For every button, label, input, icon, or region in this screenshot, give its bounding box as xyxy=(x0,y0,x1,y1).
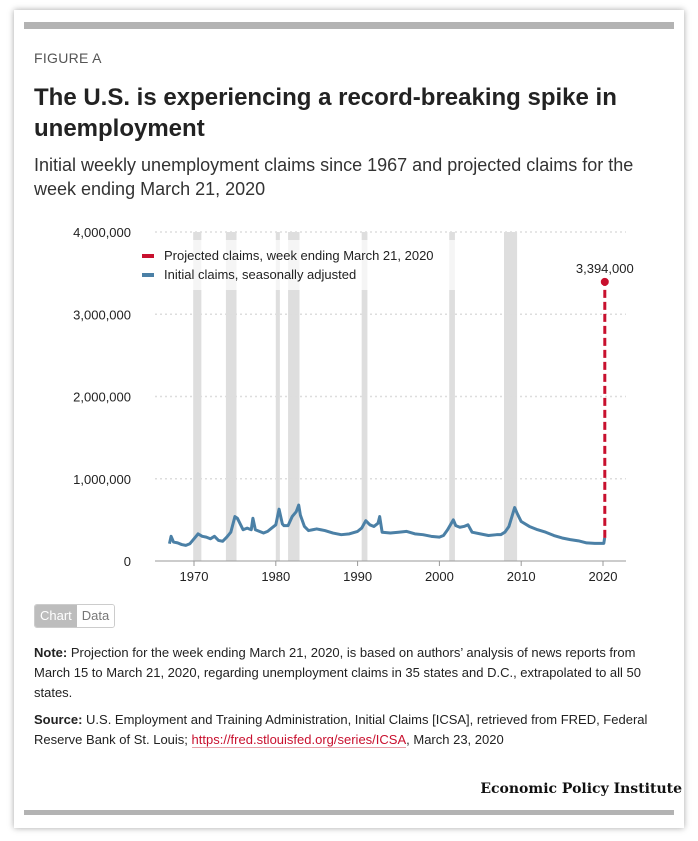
x-tick-label: 1980 xyxy=(261,569,290,584)
x-tick-label: 1990 xyxy=(343,569,372,584)
legend-label-actual: Initial claims, seasonally adjusted xyxy=(164,267,356,282)
recession-band xyxy=(361,232,368,561)
y-tick-label: 0 xyxy=(124,554,131,569)
chart-subtitle: Initial weekly unemployment claims since… xyxy=(34,155,634,199)
legend-label-projected: Projected claims, week ending March 21, … xyxy=(164,248,434,263)
figure-card xyxy=(14,10,684,828)
chart-title: The U.S. is experiencing a record-breaki… xyxy=(34,84,617,142)
view-toggle[interactable]: Chart Data xyxy=(34,604,116,628)
data-label: 3,394,000 xyxy=(576,261,634,276)
legend-swatch-projected xyxy=(142,254,154,258)
series-initial-claims xyxy=(167,503,607,547)
y-tick-label: 2,000,000 xyxy=(73,390,131,405)
source: Source: U.S. Employment and Training Adm… xyxy=(34,712,648,748)
bottom-rule xyxy=(24,810,674,815)
recession-band xyxy=(449,232,455,561)
top-rule xyxy=(24,22,674,29)
source-link[interactable]: https://fred.stlouisfed.org/series/ICSA xyxy=(191,732,407,748)
recession-band xyxy=(288,232,300,561)
x-tick-label: 2000 xyxy=(425,569,454,584)
figure-label: FIGURE A xyxy=(34,50,102,66)
recession-band xyxy=(275,232,280,561)
chart-tab[interactable]: Chart xyxy=(35,605,77,627)
data-tab[interactable]: Data xyxy=(76,605,115,627)
x-tick-label: 1970 xyxy=(180,569,209,584)
y-tick-label: 1,000,000 xyxy=(73,472,131,487)
y-tick-label: 4,000,000 xyxy=(73,225,131,240)
epi-logo: Economic Policy Institute xyxy=(480,781,682,797)
chart: 0 1,000,000 2,000,000 3,000,000 4,000,000 197… xyxy=(73,225,634,584)
note: Note: Projection for the week ending Mar… xyxy=(34,645,641,700)
x-tick-label: 2010 xyxy=(507,569,536,584)
recession-band xyxy=(193,232,202,561)
projected-point xyxy=(600,277,609,286)
y-tick-label: 3,000,000 xyxy=(73,307,131,322)
legend-swatch-actual xyxy=(142,273,154,277)
x-tick-label: 2020 xyxy=(589,569,618,584)
legend-backdrop xyxy=(160,240,460,290)
